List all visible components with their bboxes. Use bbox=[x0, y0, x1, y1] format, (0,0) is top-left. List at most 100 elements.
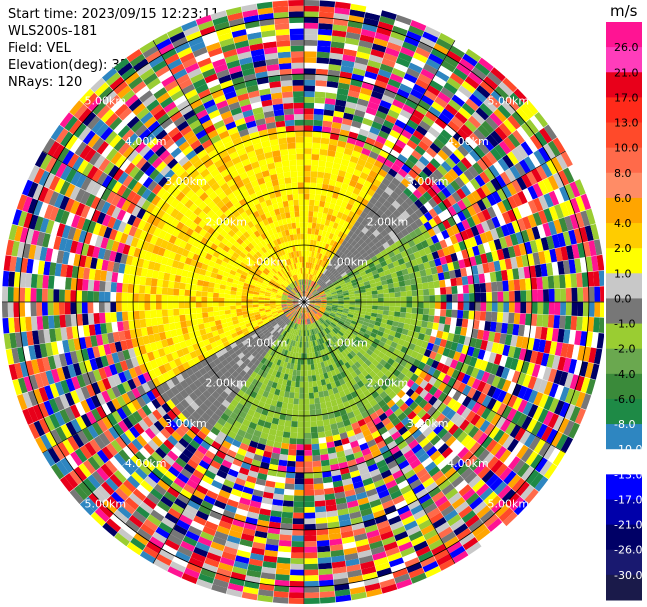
range-gate bbox=[305, 290, 308, 297]
range-gate bbox=[167, 309, 174, 317]
range-gate bbox=[349, 246, 357, 254]
range-gate bbox=[351, 150, 361, 159]
range-gate bbox=[379, 149, 390, 159]
range-gate bbox=[365, 287, 372, 293]
range-gate bbox=[327, 265, 333, 271]
range-gate bbox=[576, 272, 583, 288]
range-gate bbox=[456, 128, 469, 141]
range-gate bbox=[359, 327, 367, 333]
range-gate bbox=[355, 302, 361, 305]
range-gate bbox=[522, 387, 533, 402]
range-gate bbox=[312, 216, 318, 224]
range-gate bbox=[314, 276, 319, 283]
range-gate bbox=[327, 332, 333, 339]
range-gate bbox=[494, 126, 508, 141]
range-gate bbox=[390, 255, 398, 263]
range-gate bbox=[314, 489, 325, 496]
range-gate bbox=[342, 220, 350, 228]
range-gate bbox=[324, 219, 331, 227]
range-gate bbox=[279, 453, 288, 461]
range-gate bbox=[408, 439, 419, 450]
range-gate bbox=[480, 220, 491, 233]
range-gate bbox=[427, 126, 441, 138]
range-gate bbox=[330, 288, 336, 292]
range-gate bbox=[452, 202, 462, 214]
range-gate bbox=[307, 358, 311, 365]
range-gate bbox=[110, 302, 117, 313]
range-gate bbox=[440, 462, 453, 475]
range-gate bbox=[593, 271, 600, 287]
range-gate bbox=[213, 287, 220, 294]
range-gate bbox=[435, 179, 446, 191]
range-gate bbox=[366, 339, 374, 346]
range-gate bbox=[464, 471, 478, 484]
range-gate bbox=[318, 391, 325, 398]
range-gate bbox=[325, 279, 331, 285]
range-gate bbox=[439, 316, 446, 325]
range-gate bbox=[332, 241, 339, 248]
range-gate bbox=[354, 109, 366, 118]
range-gate bbox=[394, 291, 401, 298]
range-gate bbox=[543, 208, 554, 223]
range-gate bbox=[116, 282, 123, 293]
range-gate bbox=[315, 303, 322, 305]
range-gate bbox=[313, 251, 318, 258]
range-gate bbox=[334, 216, 341, 224]
range-gate bbox=[409, 230, 418, 240]
range-gate bbox=[151, 317, 158, 327]
range-gate bbox=[99, 312, 106, 324]
range-gate bbox=[548, 206, 559, 221]
range-gate bbox=[368, 225, 377, 234]
range-gate bbox=[345, 329, 352, 336]
range-gate bbox=[480, 184, 492, 197]
range-gate bbox=[546, 327, 554, 341]
range-gate bbox=[196, 312, 203, 319]
range-gate bbox=[304, 341, 307, 348]
range-gate bbox=[452, 427, 464, 440]
range-gate bbox=[585, 378, 596, 395]
range-gate bbox=[446, 302, 453, 310]
range-gate bbox=[331, 293, 338, 297]
range-gate bbox=[359, 288, 366, 293]
range-gate bbox=[375, 386, 385, 395]
range-gate bbox=[339, 253, 346, 260]
range-gate bbox=[326, 318, 332, 324]
range-gate bbox=[389, 267, 397, 274]
range-gate bbox=[503, 118, 517, 134]
range-gate bbox=[307, 375, 313, 382]
range-gate bbox=[345, 37, 360, 46]
range-gate bbox=[339, 188, 347, 196]
range-gate bbox=[506, 323, 514, 335]
range-gate bbox=[322, 476, 333, 484]
range-gate bbox=[280, 448, 289, 456]
range-gate bbox=[334, 255, 340, 263]
range-gate bbox=[337, 291, 344, 295]
range-gate bbox=[355, 103, 368, 113]
range-gate bbox=[343, 292, 350, 296]
range-gate bbox=[406, 307, 413, 314]
range-gate bbox=[381, 94, 395, 105]
range-gate bbox=[317, 40, 331, 47]
range-gate bbox=[53, 315, 61, 329]
range-gate bbox=[412, 129, 425, 141]
range-gate bbox=[554, 203, 564, 219]
range-gate bbox=[347, 327, 354, 333]
range-gate bbox=[375, 281, 383, 287]
range-gate bbox=[461, 318, 469, 328]
range-gate bbox=[327, 316, 334, 321]
range-gate bbox=[480, 253, 488, 264]
range-gate bbox=[593, 317, 600, 333]
range-gate bbox=[296, 444, 304, 451]
range-gate bbox=[405, 388, 415, 398]
range-gate bbox=[399, 402, 409, 412]
range-gate bbox=[308, 305, 313, 310]
range-gate bbox=[564, 199, 575, 216]
range-gate bbox=[378, 340, 386, 348]
range-gate bbox=[426, 162, 437, 173]
range-gate bbox=[362, 117, 374, 127]
range-gate bbox=[325, 319, 331, 325]
range-gate bbox=[439, 239, 448, 249]
range-gate bbox=[547, 368, 558, 383]
range-gate bbox=[304, 404, 310, 411]
range-gate bbox=[304, 273, 306, 280]
